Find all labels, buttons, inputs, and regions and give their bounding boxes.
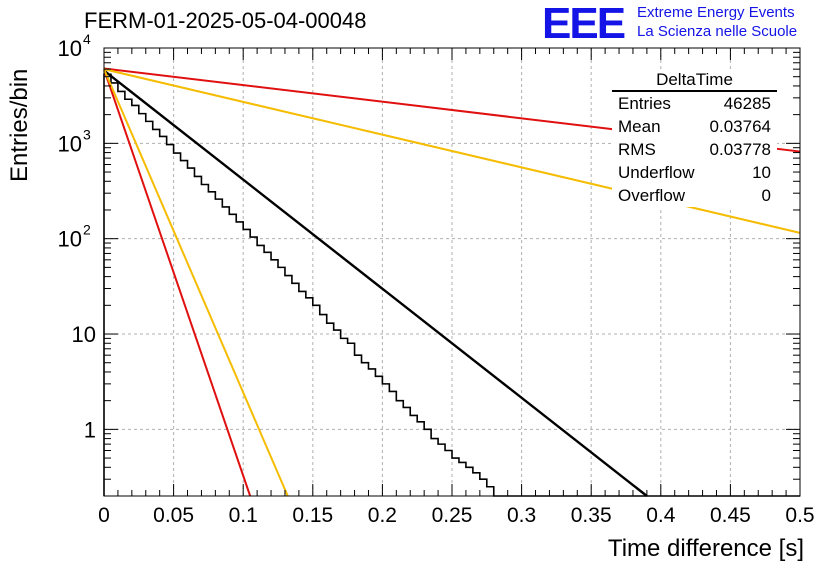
x-tick-label: 0.45: [710, 504, 751, 527]
x-tick-label: 0.4: [646, 504, 676, 527]
y-tick-exponent: 2: [83, 222, 91, 238]
y-axis-label: Entries/bin: [6, 68, 33, 182]
logo-line-2: La Scienza nelle Scuole: [637, 23, 798, 40]
stats-value: 46285: [723, 94, 771, 113]
stats-box: DeltaTime Entries 46285 Mean 0.03764 RMS 0.…: [612, 70, 777, 207]
stats-value: 0.03778: [709, 140, 771, 159]
eee-logo-text: Extreme Energy Events La Scienza nelle S…: [637, 3, 797, 41]
x-axis-label: Time difference [s]: [607, 535, 804, 562]
y-tick-label: 10: [58, 36, 82, 61]
stats-row-rms: RMS 0.03778: [612, 138, 777, 161]
x-tick-label: 0.5: [785, 504, 814, 527]
x-tick-label: 0.1: [229, 504, 258, 527]
x-tick-label: 0.35: [571, 504, 612, 527]
stats-row-overflow: Overflow 0: [612, 184, 777, 207]
chart-title: FERM-01-2025-05-04-00048: [84, 8, 367, 33]
y-tick-label: 1: [84, 417, 96, 442]
stats-title: DeltaTime: [612, 70, 777, 92]
y-tick-label: 10: [58, 131, 82, 156]
x-tick-label: 0.15: [292, 504, 333, 527]
x-tick-label: 0: [98, 504, 110, 527]
y-tick-label: 10: [72, 322, 96, 347]
series-line-0: [103, 69, 648, 497]
y-tick-exponent: 3: [83, 126, 91, 142]
stats-value: 10: [752, 163, 771, 182]
x-tick-label: 0.25: [432, 504, 473, 527]
stats-row-entries: Entries 46285: [612, 92, 777, 115]
logo-line-1: Extreme Energy Events: [637, 4, 795, 21]
y-tick-label: 10: [58, 227, 82, 252]
x-tick-label: 0.3: [507, 504, 536, 527]
series-line-3: [103, 68, 252, 497]
stats-row-underflow: Underflow 10: [612, 161, 777, 184]
x-tick-label: 0.05: [153, 504, 194, 527]
stats-label: RMS: [618, 140, 656, 159]
stats-value: 0.03764: [709, 117, 771, 136]
stats-label: Mean: [618, 117, 661, 136]
stats-label: Overflow: [618, 186, 686, 205]
stats-label: Entries: [618, 94, 671, 113]
stats-label: Underflow: [618, 163, 695, 182]
y-tick-exponent: 4: [83, 31, 91, 47]
stats-row-mean: Mean 0.03764: [612, 115, 777, 138]
x-tick-label: 0.2: [368, 504, 397, 527]
series-line-4: [103, 68, 289, 497]
eee-logo: EEE: [542, 0, 626, 48]
stats-value: 0: [761, 186, 771, 205]
